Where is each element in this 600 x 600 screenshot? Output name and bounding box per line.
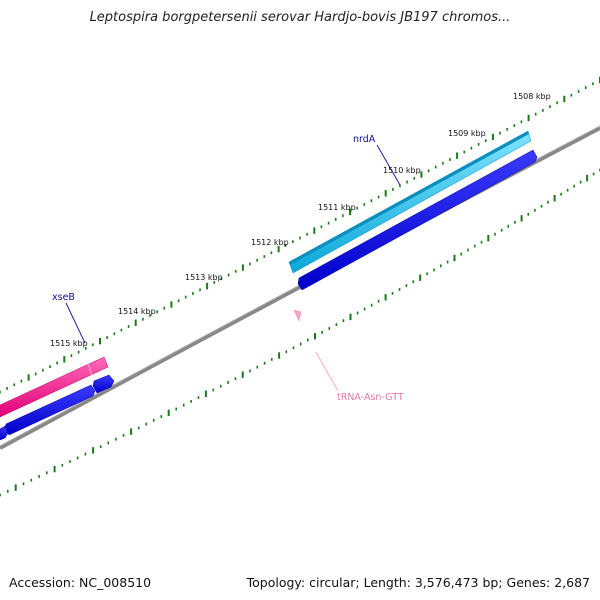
scale-label-1512: 1512 kbp: [251, 238, 289, 247]
footer-accession: Accession: NC_008510: [9, 575, 152, 590]
footer-stats: Topology: circular; Length: 3,576,473 bp…: [246, 575, 590, 590]
trna-leader-line: [315, 351, 339, 392]
gene-xseB[interactable]: [0, 356, 109, 418]
gene-label-nrdA: nrdA: [353, 134, 376, 145]
scale-label-1515: 1515 kbp: [50, 339, 88, 348]
scale-label-1513: 1513 kbp: [185, 273, 223, 282]
gene-nrdA[interactable]: [288, 130, 532, 274]
cds-forward-nrdA[interactable]: [297, 149, 538, 291]
cds-forward-xseB[interactable]: [0, 374, 115, 441]
scale-label-1510: 1510 kbp: [383, 166, 421, 175]
xseB-leader-line: [65, 302, 86, 344]
scale-label-1508: 1508 kbp: [513, 92, 551, 101]
trna-marker[interactable]: [293, 309, 302, 322]
scale-label-1511: 1511 kbp: [318, 203, 356, 212]
scale-label-1509: 1509 kbp: [448, 129, 486, 138]
outer-tick-ring: [0, 76, 600, 394]
map-title: Leptospira borgpetersenii serovar Hardjo…: [89, 10, 511, 25]
gene-label-xseB: xseB: [52, 292, 75, 303]
inner-tick-ring: [0, 168, 600, 497]
scale-label-1514: 1514 kbp: [118, 307, 156, 316]
nrdA-leader-line: [376, 144, 401, 186]
trna-label: tRNA-Asn-GTT: [337, 392, 404, 403]
